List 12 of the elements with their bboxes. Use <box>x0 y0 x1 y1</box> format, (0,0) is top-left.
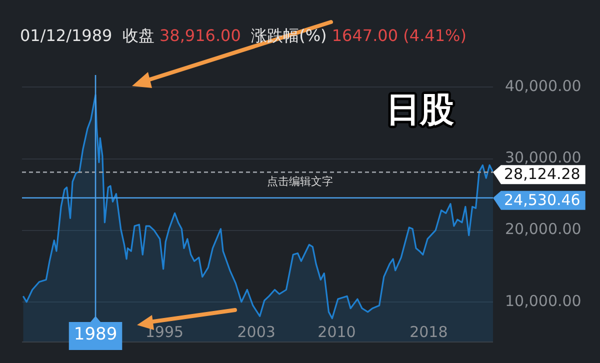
y-tick-label: 30,000.00 <box>505 148 582 167</box>
x-tick-label: 2003 <box>237 322 276 341</box>
annotation: 点击编辑文字 <box>267 174 333 188</box>
y-tick-label: 20,000.00 <box>505 220 582 238</box>
ref-line-label: 1989 <box>74 324 118 344</box>
y-tick-label: 10,000.00 <box>505 292 582 310</box>
ref-line-label: 28,124.28 <box>504 165 580 184</box>
x-tick-label: 2010 <box>318 322 356 341</box>
ref-line-label: 24,530.46 <box>504 190 580 209</box>
x-tick-label: 2018 <box>410 322 448 341</box>
annotation: 日股 <box>386 90 454 130</box>
y-tick-label: 40,000.00 <box>505 77 582 96</box>
